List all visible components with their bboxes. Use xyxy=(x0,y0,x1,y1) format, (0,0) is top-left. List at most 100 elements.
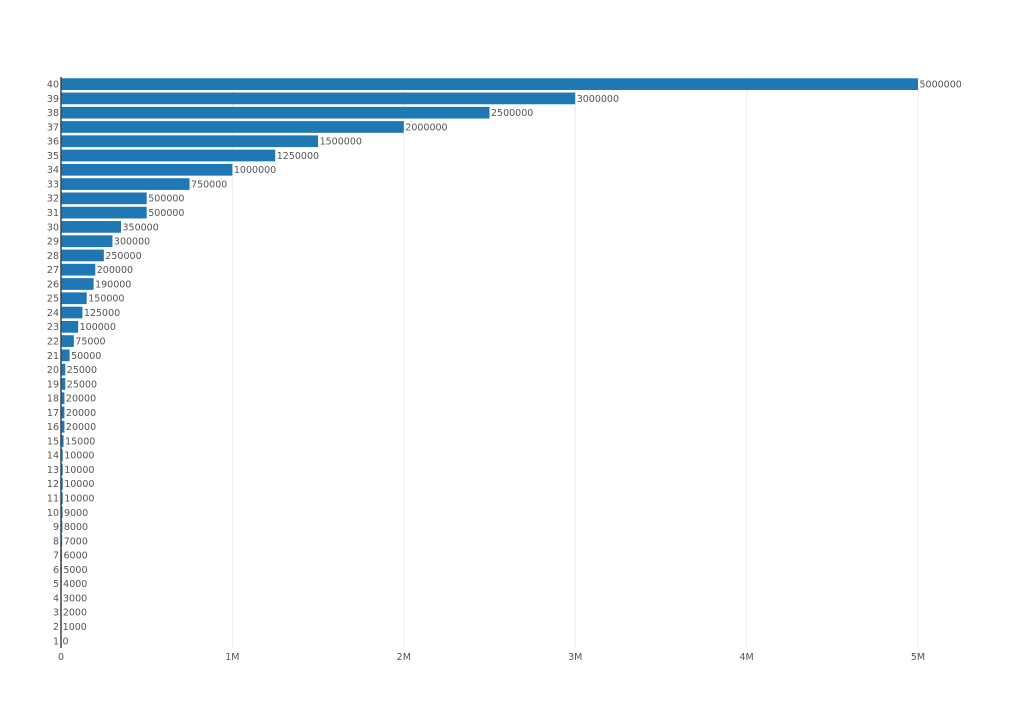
bar[interactable] xyxy=(61,477,63,490)
y-tick-label: 30 xyxy=(47,222,59,233)
data-label: 10000 xyxy=(64,479,94,490)
data-label: 10000 xyxy=(64,494,94,505)
bar[interactable] xyxy=(61,149,276,162)
y-tick-label: 13 xyxy=(47,465,59,476)
bar[interactable] xyxy=(61,249,104,262)
y-tick-label: 20 xyxy=(47,365,59,376)
y-tick-label: 5 xyxy=(53,579,59,590)
data-label: 1000000 xyxy=(234,165,276,176)
bar[interactable] xyxy=(61,292,87,305)
y-tick-label: 18 xyxy=(47,394,59,405)
y-tick-label: 40 xyxy=(47,80,59,91)
bar[interactable] xyxy=(61,278,94,290)
bar[interactable] xyxy=(61,306,83,319)
bar[interactable] xyxy=(61,492,63,504)
y-tick-label: 23 xyxy=(47,322,59,333)
y-tick-label: 2 xyxy=(53,622,59,633)
bar[interactable] xyxy=(61,263,96,276)
y-tick-label: 10 xyxy=(47,508,59,519)
y-tick-label: 11 xyxy=(47,494,59,505)
bar[interactable] xyxy=(61,392,65,405)
y-tick-label: 35 xyxy=(47,151,59,162)
bar[interactable] xyxy=(61,449,63,462)
grid-layer xyxy=(231,77,919,648)
bar[interactable] xyxy=(61,121,404,133)
y-tick-label: 14 xyxy=(47,451,59,462)
data-label: 50000 xyxy=(71,351,101,362)
y-tick-label: 27 xyxy=(47,265,59,276)
bar[interactable] xyxy=(61,320,79,333)
data-label: 20000 xyxy=(66,394,96,405)
data-label: 500000 xyxy=(148,194,184,205)
x-tick-label: 2M xyxy=(397,652,411,663)
bar[interactable] xyxy=(61,420,65,433)
bar[interactable] xyxy=(61,363,66,376)
data-label: 2000000 xyxy=(405,122,447,133)
data-label: 9000 xyxy=(64,508,88,519)
y-tick-label: 32 xyxy=(47,194,59,205)
bar[interactable] xyxy=(61,92,576,105)
y-tick-label: 29 xyxy=(47,237,59,248)
bar[interactable] xyxy=(61,335,74,347)
y-tick-label: 1 xyxy=(53,636,59,647)
data-label: 75000 xyxy=(75,336,105,347)
data-label: 1000 xyxy=(63,622,87,633)
bar[interactable] xyxy=(61,406,65,419)
y-tick-label: 12 xyxy=(47,479,59,490)
data-label: 200000 xyxy=(97,265,133,276)
bar[interactable] xyxy=(61,506,63,519)
x-axis-ticks: 0 1M 2M 3M 4M 5M xyxy=(58,652,925,663)
y-tick-label: 37 xyxy=(47,122,59,133)
y-tick-label: 31 xyxy=(47,208,59,219)
y-tick-label: 28 xyxy=(47,251,59,262)
data-label: 1500000 xyxy=(320,137,362,148)
y-tick-label: 6 xyxy=(53,565,59,576)
data-label: 125000 xyxy=(84,308,120,319)
bar[interactable] xyxy=(61,192,147,205)
y-tick-label: 34 xyxy=(47,165,59,176)
data-label: 250000 xyxy=(105,251,141,262)
bar[interactable] xyxy=(61,221,121,233)
data-label: 25000 xyxy=(67,379,97,390)
data-label: 5000 xyxy=(63,565,87,576)
data-label: 4000 xyxy=(63,579,87,590)
data-label: 20000 xyxy=(66,422,96,433)
y-tick-label: 4 xyxy=(53,593,59,604)
bar[interactable] xyxy=(61,378,66,390)
bar[interactable] xyxy=(61,78,918,90)
data-label: 20000 xyxy=(66,408,96,419)
bar[interactable] xyxy=(61,135,319,148)
bar[interactable] xyxy=(61,463,63,476)
y-tick-label: 21 xyxy=(47,351,59,362)
bar[interactable] xyxy=(61,106,490,119)
y-tick-label: 22 xyxy=(47,336,59,347)
y-tick-label: 9 xyxy=(53,522,59,533)
y-tick-label: 16 xyxy=(47,422,59,433)
data-label: 2000 xyxy=(63,608,87,619)
bar-layer xyxy=(61,78,918,633)
y-tick-label: 15 xyxy=(47,436,59,447)
y-tick-label: 8 xyxy=(53,536,59,547)
bar[interactable] xyxy=(61,349,70,362)
bar[interactable] xyxy=(61,206,147,219)
data-label: 150000 xyxy=(88,294,124,305)
y-tick-label: 17 xyxy=(47,408,59,419)
y-tick-label: 26 xyxy=(47,279,59,290)
bar[interactable] xyxy=(61,163,233,176)
data-label: 100000 xyxy=(80,322,116,333)
data-label: 10000 xyxy=(64,451,94,462)
data-label: 8000 xyxy=(64,522,88,533)
data-label: 3000 xyxy=(63,593,87,604)
data-label: 750000 xyxy=(191,179,227,190)
x-tick-label: 1M xyxy=(225,652,239,663)
bar[interactable] xyxy=(61,235,113,248)
data-label: 1250000 xyxy=(277,151,319,162)
data-label: 350000 xyxy=(122,222,158,233)
bar[interactable] xyxy=(61,178,190,190)
data-label: 2500000 xyxy=(491,108,533,119)
data-label: 6000 xyxy=(64,551,88,562)
data-label: 190000 xyxy=(95,279,131,290)
bar[interactable] xyxy=(61,435,64,447)
y-tick-label: 25 xyxy=(47,294,59,305)
